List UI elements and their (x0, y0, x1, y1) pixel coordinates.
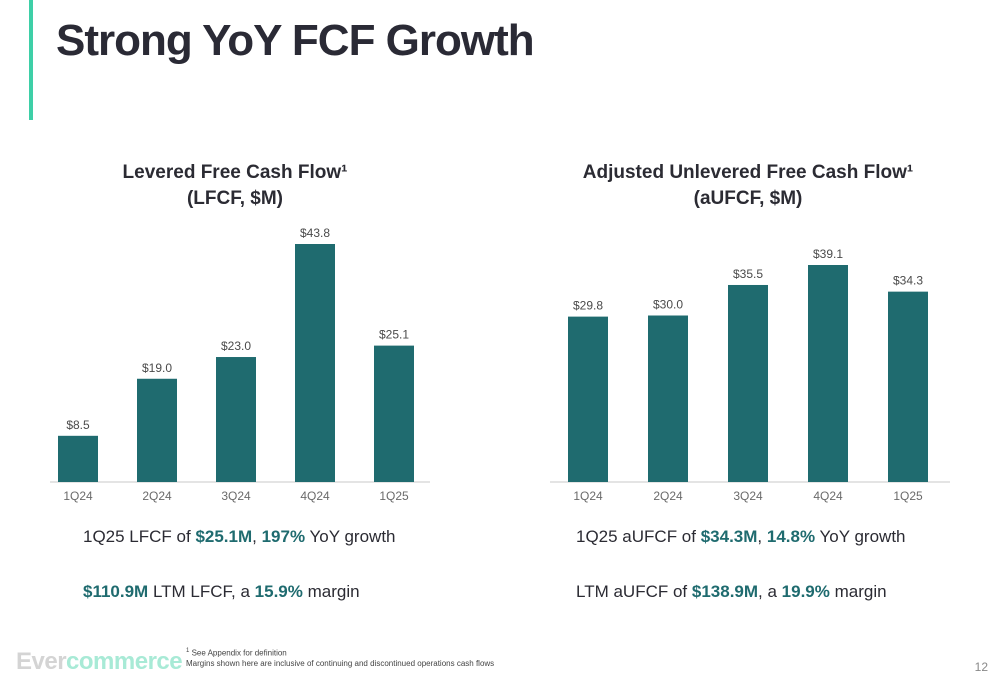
aufcf-tick-label-3q24: 3Q24 (733, 489, 763, 503)
aufcf-chart-title-main: Adjusted Unlevered Free Cash Flow¹ (582, 162, 914, 183)
footnote: 1 See Appendix for definition Margins sh… (186, 648, 495, 668)
lfcf-tick-label-1q24: 1Q24 (63, 489, 93, 503)
lfcf-tick-label-2q24: 2Q24 (142, 489, 172, 503)
lfcf-bar-1q25 (374, 345, 414, 482)
aufcf-tick-label-2q24: 2Q24 (653, 489, 683, 503)
lfcf-bar-3q24 (216, 357, 256, 482)
page-number: 12 (974, 660, 988, 674)
aufcf-chart-subtitle: (aUFCF, $M) (693, 188, 803, 209)
aufcf-tick-label-1q24: 1Q24 (573, 489, 603, 503)
aufcf-bar-3q24 (728, 284, 768, 482)
lfcf-chart-subtitle: (LFCF, $M) (186, 188, 284, 209)
aufcf-margin-callout: LTM aUFCF of $138.9M, a 19.9% margin (576, 582, 887, 601)
lfcf-margin-callout: $110.9M LTM LFCF, a 15.9% margin (83, 582, 360, 601)
evercommerce-logo: Evercommerce (16, 648, 183, 675)
aufcf-bar-4q24 (808, 265, 848, 482)
aufcf-value-label-1q25: $34.3 (893, 274, 923, 288)
lfcf-bar-2q24 (137, 378, 177, 482)
slide-title: Strong YoY FCF Growth (56, 16, 535, 65)
lfcf-tick-label-1q25: 1Q25 (379, 489, 409, 503)
lfcf-value-label-2q24: $19.0 (142, 361, 172, 375)
lfcf-value-label-3q24: $23.0 (221, 339, 251, 353)
lfcf-value-label-1q24: $8.5 (66, 418, 90, 432)
aufcf-growth-callout: 1Q25 aUFCF of $34.3M, 14.8% YoY growth (576, 527, 906, 546)
lfcf-value-label-4q24: $43.8 (300, 226, 330, 240)
lfcf-bar-1q24 (58, 435, 98, 482)
aufcf-value-label-4q24: $39.1 (813, 247, 843, 261)
aufcf-chart-title: Adjusted Unlevered Free Cash Flow¹ (aUFC… (560, 160, 936, 212)
lfcf-bar-chart: $8.5 1Q24 $19.0 2Q24 $23.0 3Q24 $43.8 4Q24 $25.1… (50, 226, 430, 503)
aufcf-tick-label-1q25: 1Q25 (893, 489, 923, 503)
lfcf-growth-callout: 1Q25 LFCF of $25.1M, 197% YoY growth (83, 527, 396, 546)
aufcf-bar-2q24 (648, 315, 688, 482)
aufcf-value-label-1q24: $29.8 (573, 299, 603, 313)
aufcf-bar-1q24 (568, 316, 608, 482)
lfcf-bar-4q24 (295, 244, 335, 482)
lfcf-chart-title-main: Levered Free Cash Flow¹ (122, 162, 348, 183)
lfcf-tick-label-4q24: 4Q24 (300, 489, 330, 503)
aufcf-tick-label-4q24: 4Q24 (813, 489, 843, 503)
aufcf-value-label-2q24: $30.0 (653, 298, 683, 312)
aufcf-bar-1q25 (888, 291, 928, 482)
lfcf-value-label-1q25: $25.1 (379, 328, 409, 342)
title-accent-bar (29, 0, 33, 120)
aufcf-value-label-3q24: $35.5 (733, 267, 763, 281)
lfcf-tick-label-3q24: 3Q24 (221, 489, 251, 503)
aufcf-bar-chart: $29.8 1Q24 $30.0 2Q24 $35.5 3Q24 $39.1 4Q24 $34.… (550, 247, 950, 503)
lfcf-chart-title: Levered Free Cash Flow¹ (LFCF, $M) (60, 160, 410, 212)
